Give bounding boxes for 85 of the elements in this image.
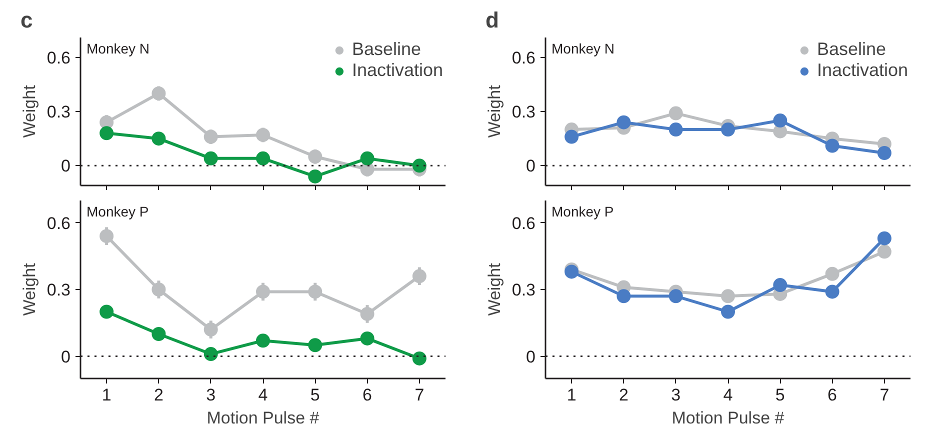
x-tick-label: 7 — [880, 386, 890, 404]
point — [412, 351, 426, 366]
point — [256, 284, 270, 299]
y-tick-label: 0 — [61, 156, 71, 176]
legend-label: Inactivation — [352, 60, 443, 81]
x-tick-label: 2 — [618, 386, 628, 404]
point — [308, 169, 322, 184]
point — [204, 151, 218, 166]
point — [412, 158, 426, 173]
legend-label: Baseline — [352, 39, 421, 60]
point — [616, 115, 631, 130]
point — [825, 266, 840, 281]
x-tick-label: 6 — [828, 386, 838, 404]
x-tick-label: 3 — [206, 386, 216, 404]
x-tick-label: 7 — [414, 386, 424, 404]
x-tick-label: 6 — [362, 386, 372, 404]
point — [308, 284, 322, 299]
point — [152, 86, 166, 100]
point — [564, 130, 579, 144]
point — [668, 106, 683, 120]
point — [256, 128, 270, 142]
x-axis-title: Motion Pulse # — [672, 408, 785, 428]
point — [204, 347, 218, 362]
y-axis-title: Weight — [484, 84, 504, 138]
x-tick-label: 2 — [154, 386, 164, 404]
annotation: Monkey P — [552, 204, 614, 220]
y-tick-label: 0.6 — [46, 48, 71, 68]
point — [721, 122, 735, 137]
y-tick-label: 0.6 — [46, 214, 71, 233]
x-tick-label: 1 — [566, 386, 576, 404]
point — [204, 322, 218, 337]
point — [204, 130, 218, 144]
x-tick-label: 5 — [310, 386, 320, 404]
point — [825, 284, 840, 299]
y-tick-label: 0.3 — [512, 280, 536, 300]
point — [721, 289, 735, 304]
y-tick-label: 0 — [61, 347, 71, 366]
chart-title: d — [486, 8, 499, 32]
legend-label: Baseline — [816, 39, 886, 60]
annotation: Monkey N — [86, 40, 150, 56]
point — [152, 132, 166, 146]
y-tick-label: 0.3 — [46, 280, 71, 300]
y-tick-label: 0.6 — [512, 214, 536, 233]
x-tick-label: 5 — [775, 386, 785, 404]
x-tick-label: 3 — [671, 386, 681, 404]
point — [668, 289, 683, 304]
point — [773, 278, 788, 292]
point — [877, 146, 892, 160]
point — [256, 151, 270, 166]
annotation: Monkey N — [552, 40, 615, 56]
point — [152, 327, 166, 341]
point — [100, 304, 114, 319]
y-axis-title: Weight — [20, 262, 39, 316]
point — [668, 122, 683, 137]
y-tick-label: 0 — [526, 156, 536, 176]
point — [721, 304, 735, 319]
point — [308, 338, 322, 352]
point — [100, 126, 114, 140]
point — [412, 269, 426, 284]
y-tick-label: 0.3 — [512, 102, 536, 122]
point — [877, 231, 892, 246]
annotation: Monkey P — [86, 204, 149, 220]
point — [100, 229, 114, 244]
point — [773, 114, 788, 128]
x-tick-label: 1 — [102, 386, 112, 404]
y-tick-label: 0.6 — [512, 48, 536, 68]
point — [360, 306, 374, 321]
y-tick-label: 0 — [526, 347, 536, 366]
y-tick-label: 0.3 — [46, 102, 71, 122]
legend-label: Inactivation — [816, 60, 908, 81]
x-tick-label: 4 — [258, 386, 268, 404]
chart-title: c — [20, 8, 33, 32]
x-axis-title: Motion Pulse # — [206, 408, 320, 428]
point — [308, 150, 322, 164]
point — [564, 264, 579, 279]
point — [616, 289, 631, 304]
y-axis-title: Weight — [484, 262, 504, 316]
point — [877, 244, 892, 259]
point — [256, 334, 270, 348]
point — [152, 282, 166, 296]
x-tick-label: 4 — [723, 386, 733, 404]
point — [360, 331, 374, 346]
y-axis-title: Weight — [20, 84, 39, 138]
point — [825, 138, 840, 153]
point — [360, 151, 374, 166]
